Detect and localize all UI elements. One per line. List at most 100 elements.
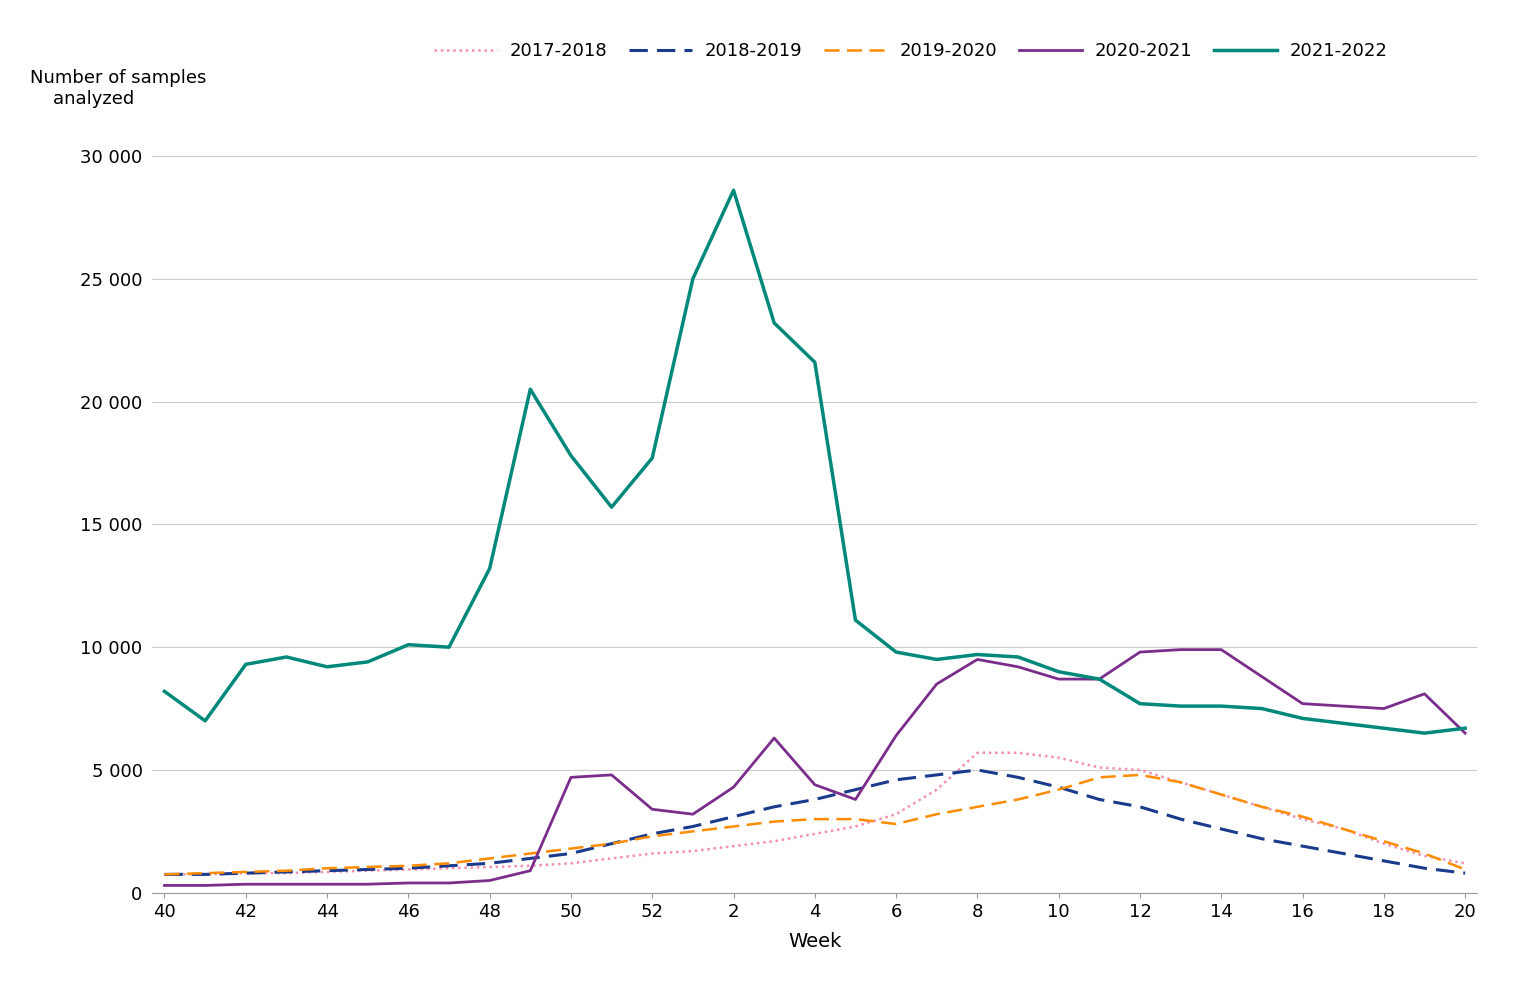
2017-2018 <box>236 867 254 879</box>
2020-2021 <box>318 878 337 890</box>
2017-2018 <box>1049 752 1068 764</box>
2018-2019 <box>1415 862 1433 874</box>
2017-2018 <box>277 867 295 879</box>
2020-2021 <box>1171 644 1189 656</box>
2019-2020 <box>643 830 661 842</box>
2017-2018 <box>1293 813 1311 825</box>
2021-2022 <box>1293 712 1311 724</box>
2021-2022 <box>196 715 215 727</box>
2019-2020 <box>358 861 376 873</box>
2018-2019 <box>562 847 580 859</box>
2019-2020 <box>521 847 539 859</box>
2021-2022 <box>277 651 295 663</box>
2020-2021 <box>969 654 987 666</box>
2019-2020 <box>562 842 580 854</box>
2017-2018 <box>1253 801 1272 812</box>
2018-2019 <box>399 862 417 874</box>
2017-2018 <box>1212 789 1231 801</box>
2017-2018 <box>1171 777 1189 789</box>
2021-2022 <box>1171 700 1189 712</box>
2017-2018 <box>1130 764 1148 776</box>
Line: 2019-2020: 2019-2020 <box>164 775 1465 874</box>
2020-2021 <box>155 880 174 892</box>
2018-2019 <box>1456 867 1474 879</box>
2020-2021 <box>562 772 580 784</box>
2021-2022 <box>684 273 702 285</box>
2019-2020 <box>725 820 743 832</box>
2021-2022 <box>603 501 621 513</box>
2018-2019 <box>1253 833 1272 845</box>
2021-2022 <box>521 383 539 395</box>
2019-2020 <box>1334 823 1352 835</box>
2018-2019 <box>440 860 458 872</box>
2019-2020 <box>847 813 865 825</box>
2021-2022 <box>725 185 743 196</box>
2020-2021 <box>1049 674 1068 685</box>
2019-2020 <box>155 868 174 880</box>
2020-2021 <box>399 877 417 889</box>
2019-2020 <box>969 801 987 812</box>
2020-2021 <box>603 769 621 781</box>
2018-2019 <box>886 774 905 786</box>
2018-2019 <box>969 764 987 776</box>
2021-2022 <box>562 449 580 461</box>
2017-2018 <box>928 784 946 796</box>
Line: 2021-2022: 2021-2022 <box>164 190 1465 733</box>
2020-2021 <box>358 878 376 890</box>
2018-2019 <box>1130 801 1148 812</box>
2017-2018 <box>562 857 580 869</box>
2018-2019 <box>155 868 174 880</box>
2019-2020 <box>1415 847 1433 859</box>
2019-2020 <box>1008 794 1027 806</box>
2021-2022 <box>440 641 458 653</box>
2018-2019 <box>358 863 376 875</box>
2020-2021 <box>481 875 500 887</box>
2017-2018 <box>440 862 458 874</box>
2019-2020 <box>1171 777 1189 789</box>
2020-2021 <box>1456 727 1474 739</box>
2018-2019 <box>481 857 500 869</box>
2019-2020 <box>684 825 702 837</box>
2018-2019 <box>603 837 621 849</box>
2020-2021 <box>643 804 661 815</box>
2020-2021 <box>1008 661 1027 673</box>
2021-2022 <box>765 317 783 329</box>
2017-2018 <box>969 747 987 759</box>
2019-2020 <box>806 813 824 825</box>
2018-2019 <box>847 784 865 796</box>
2018-2019 <box>196 868 215 880</box>
2020-2021 <box>277 878 295 890</box>
Legend: 2017-2018, 2018-2019, 2019-2020, 2020-2021, 2021-2022: 2017-2018, 2018-2019, 2019-2020, 2020-20… <box>426 36 1395 67</box>
2021-2022 <box>1090 674 1109 685</box>
2021-2022 <box>1456 722 1474 734</box>
2019-2020 <box>765 815 783 827</box>
2020-2021 <box>440 877 458 889</box>
2020-2021 <box>196 880 215 892</box>
2019-2020 <box>399 860 417 872</box>
Line: 2018-2019: 2018-2019 <box>164 770 1465 874</box>
X-axis label: Week: Week <box>787 931 842 950</box>
2017-2018 <box>1334 823 1352 835</box>
2021-2022 <box>318 661 337 673</box>
2020-2021 <box>928 679 946 690</box>
2017-2018 <box>521 860 539 872</box>
2021-2022 <box>481 562 500 574</box>
2019-2020 <box>886 818 905 830</box>
2018-2019 <box>928 769 946 781</box>
2017-2018 <box>1090 762 1109 774</box>
2018-2019 <box>277 866 295 878</box>
2020-2021 <box>1130 646 1148 658</box>
2021-2022 <box>928 654 946 666</box>
2018-2019 <box>1375 855 1394 867</box>
2020-2021 <box>1334 700 1352 712</box>
2019-2020 <box>1293 810 1311 822</box>
2017-2018 <box>196 868 215 880</box>
2019-2020 <box>196 867 215 879</box>
2021-2022 <box>806 356 824 368</box>
2019-2020 <box>928 808 946 820</box>
2019-2020 <box>318 862 337 874</box>
Line: 2020-2021: 2020-2021 <box>164 650 1465 886</box>
2020-2021 <box>886 730 905 742</box>
2018-2019 <box>806 794 824 806</box>
2019-2020 <box>1090 772 1109 784</box>
